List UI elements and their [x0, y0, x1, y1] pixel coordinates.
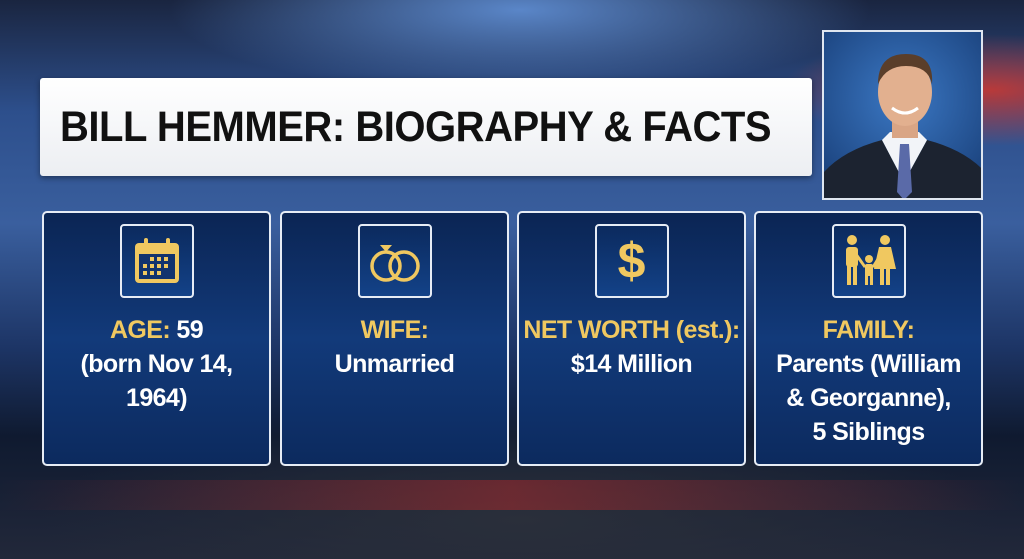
card-value: 59 — [170, 316, 204, 344]
card-value: Parents (William — [776, 350, 961, 378]
background-stripe — [0, 480, 1024, 510]
page-title: BILL HEMMER: BIOGRAPHY & FACTS — [60, 102, 772, 151]
card-value: Unmarried — [334, 350, 455, 378]
wedding-rings-icon — [357, 224, 432, 298]
dollar-icon: $ — [594, 224, 669, 298]
card-value: 5 Siblings — [812, 418, 925, 446]
card-net-worth: $ NET WORTH (est.): $14 Million — [517, 211, 746, 466]
card-wife: WIFE: Unmarried — [280, 211, 509, 466]
portrait-photo — [822, 30, 983, 200]
card-value: 1964) — [126, 384, 188, 412]
card-family: FAMILY: Parents (William & Georganne), 5… — [754, 211, 983, 466]
card-label: AGE: — [109, 316, 171, 344]
card-age: AGE: 59 (born Nov 14, 1964) — [42, 211, 271, 466]
card-label: NET WORTH (est.): — [523, 316, 740, 344]
calendar-icon — [119, 224, 194, 298]
card-label: WIFE: — [360, 316, 429, 344]
card-value: & Georganne), — [786, 384, 951, 412]
title-banner: BILL HEMMER: BIOGRAPHY & FACTS — [40, 78, 812, 176]
card-label: FAMILY: — [822, 316, 915, 344]
card-value: (born Nov 14, — [80, 350, 234, 378]
family-icon — [831, 224, 906, 298]
card-value: $14 Million — [570, 350, 693, 378]
